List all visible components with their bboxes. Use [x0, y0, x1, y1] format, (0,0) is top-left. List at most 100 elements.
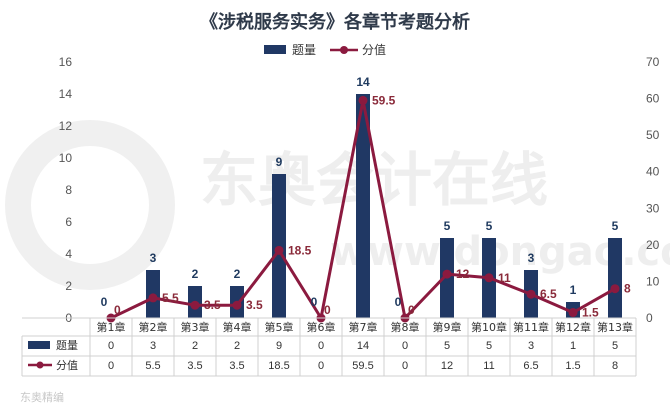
x-tick-label: 第13章	[597, 320, 633, 334]
table-cell-bar: 1	[570, 340, 576, 352]
line-point	[442, 269, 452, 279]
table-cell-bar: 9	[276, 340, 282, 352]
line-value-label: 6.5	[540, 287, 557, 301]
table-cell-line: 59.5	[352, 360, 373, 372]
table-cell-bar: 0	[108, 340, 114, 352]
y-right-tick-label: 70	[646, 55, 660, 69]
table-cell-bar: 0	[318, 340, 324, 352]
line-point	[274, 245, 284, 255]
table-cell-line: 5.5	[145, 360, 160, 372]
table-cell-line: 3.5	[187, 360, 202, 372]
bar-value-label: 3	[150, 251, 157, 265]
bar-value-label: 3	[528, 251, 535, 265]
legend-label-line: 分值	[362, 42, 386, 57]
bar-value-label: 2	[192, 267, 199, 281]
y-right-tick-label: 60	[646, 92, 660, 106]
line-point	[358, 95, 368, 105]
line-point	[610, 284, 620, 294]
x-tick-label: 第11章	[513, 320, 549, 334]
table-cell-line: 11	[483, 360, 494, 372]
table-cell-bar: 0	[402, 340, 408, 352]
table-row-label-line: 分值	[56, 359, 78, 372]
line-value-label: 8	[624, 282, 631, 296]
x-tick-label: 第12章	[555, 320, 591, 334]
y-left-tick-label: 10	[59, 151, 73, 165]
watermark-corner-text: 东奥精编	[20, 390, 64, 404]
line-series	[106, 95, 620, 323]
table-legend-marker-line	[36, 361, 44, 369]
bar-value-label: 0	[395, 295, 402, 309]
table-cell-line: 8	[612, 360, 618, 372]
x-tick-label: 第5章	[265, 320, 294, 334]
line-value-label: 0	[408, 303, 415, 317]
y-left-tick-label: 2	[65, 279, 72, 293]
line-point	[148, 293, 158, 303]
y-left-tick-label: 12	[59, 119, 73, 133]
y-left-tick-label: 4	[65, 247, 72, 261]
legend-swatch-bar	[264, 45, 286, 54]
line-point	[568, 308, 578, 318]
line-value-label: 3.5	[204, 298, 221, 312]
line-point	[526, 289, 536, 299]
table-cell-line: 18.5	[268, 360, 289, 372]
table-cell-line: 1.5	[565, 360, 580, 372]
x-tick-label: 第1章	[97, 320, 126, 334]
bar-value-label: 2	[234, 267, 241, 281]
x-tick-label: 第4章	[223, 320, 252, 334]
line-point	[484, 273, 494, 283]
bar	[356, 94, 370, 318]
y-right-tick-label: 50	[646, 128, 660, 142]
line-value-label: 3.5	[246, 298, 263, 312]
line-value-label: 0	[324, 303, 331, 317]
table-legend-swatch-bar	[28, 341, 50, 349]
chart-title: 《涉税服务实务》各章节考题分析	[200, 11, 470, 33]
data-labels: 0 3 2 2 9 0 14 0 5 5 3 1 5 0 5.5 3.5 3.5 18.5 0 59.5 0 12 11 6.…	[101, 75, 631, 320]
legend: 题量 分值	[264, 42, 386, 57]
x-tick-label: 第7章	[349, 320, 378, 334]
line-value-label: 1.5	[582, 306, 599, 320]
y-right-tick-label: 20	[646, 238, 660, 252]
table-cell-bar: 3	[528, 340, 534, 352]
x-tick-label: 第8章	[391, 320, 420, 334]
table-cell-bar: 2	[234, 340, 240, 352]
line-point	[232, 300, 242, 310]
line-point	[190, 300, 200, 310]
line-value-label: 0	[114, 303, 121, 317]
table-cell-line: 0	[318, 360, 324, 372]
x-tick-label: 第3章	[181, 320, 210, 334]
y-left-tick-label: 6	[65, 215, 72, 229]
y-right-tick-label: 0	[646, 311, 653, 325]
data-table: 第1章 0 0 第2章 3 5.5 第3章 2 3.5 第4章 2 3.5 第5章 9 18.5 第6章 0 0 第…	[21, 317, 636, 377]
bar-value-label: 0	[101, 295, 108, 309]
bar-value-label: 5	[486, 219, 493, 233]
table-row-label-bar: 题量	[56, 339, 78, 352]
bar-value-label: 1	[570, 283, 577, 297]
bar	[608, 238, 622, 318]
x-tick-label: 第2章	[139, 320, 168, 334]
bar-value-label: 14	[356, 75, 370, 89]
table-cell-bar: 3	[150, 340, 156, 352]
legend-label-bar: 题量	[292, 43, 316, 57]
table-cell-line: 3.5	[229, 360, 244, 372]
table-cell-bar: 5	[486, 340, 492, 352]
bar-value-label: 5	[612, 219, 619, 233]
legend-marker-line	[340, 46, 348, 54]
x-tick-label: 第6章	[307, 320, 336, 334]
table-cell-line: 6.5	[523, 360, 538, 372]
table-cell-bar: 14	[357, 340, 369, 352]
x-tick-label: 第9章	[433, 320, 462, 334]
table-cell-line: 0	[108, 360, 114, 372]
line-value-label: 11	[498, 271, 511, 285]
table-cell-bar: 5	[444, 340, 450, 352]
bar-value-label: 9	[276, 155, 283, 169]
y-right-tick-label: 30	[646, 201, 660, 215]
line-value-label: 59.5	[372, 93, 396, 107]
bar-value-label: 0	[311, 295, 318, 309]
x-tick-label: 第10章	[471, 320, 507, 334]
line-value-label: 18.5	[288, 243, 312, 257]
y-left-tick-label: 8	[65, 183, 72, 197]
table-cell-bar: 5	[612, 340, 618, 352]
table-cell-line: 0	[402, 360, 408, 372]
bar-value-label: 5	[444, 219, 451, 233]
